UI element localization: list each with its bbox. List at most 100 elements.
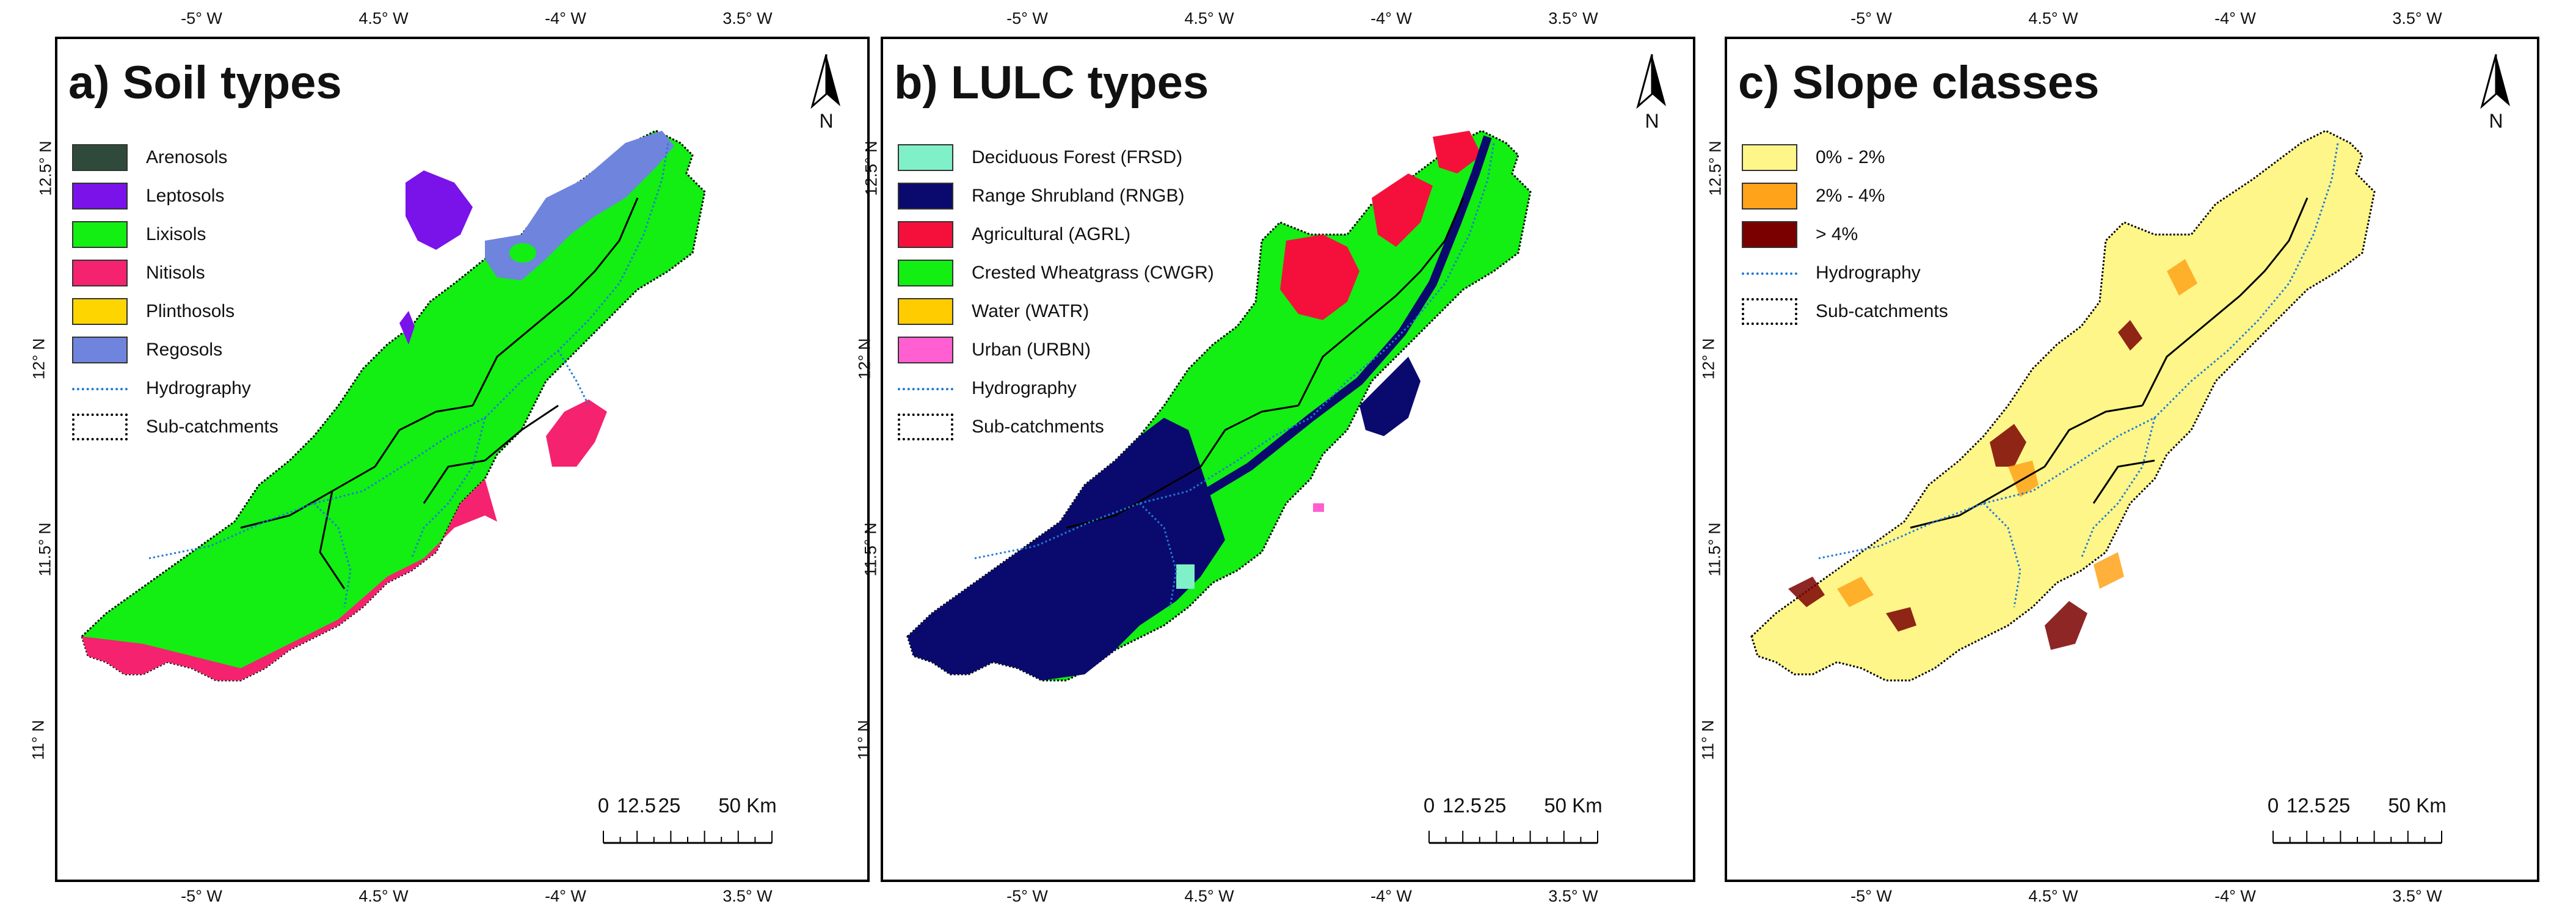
legend-swatch [72, 259, 128, 286]
lulc-map [906, 129, 1532, 682]
legend-item: 2% - 4% [1742, 177, 1948, 215]
scale-label: 0 [597, 794, 609, 817]
scale-bar: 0 12.5 25 50 Km [2265, 794, 2521, 861]
legend-swatch [72, 182, 128, 210]
legend-label: Arenosols [146, 147, 228, 167]
subcatchment-lines [1910, 197, 2309, 529]
latitude-tick-label: 11.5° N [861, 522, 880, 577]
catchment-area [1750, 129, 2376, 682]
scale-bar: 0 12.5 25 50 Km [595, 794, 851, 861]
latitude-tick-label: 11.5° N [1705, 522, 1724, 577]
longitude-tick-label: -4° W [2214, 887, 2256, 905]
legend-item: Sub-catchments [72, 407, 278, 446]
legend-item: Range Shrubland (RNGB) [898, 177, 1214, 215]
latitude-tick-label: 12° N [29, 338, 48, 380]
longitude-tick-label: -4° W [545, 887, 586, 905]
legend-item: Regosols [72, 330, 278, 369]
legend-label: Sub-catchments [1816, 301, 1948, 321]
longitude-tick-label: -5° W [181, 887, 222, 905]
longitude-tick-label: 4.5° W [2028, 887, 2078, 905]
legend-label: Leptosols [146, 185, 225, 206]
legend-item: Urban (URBN) [898, 330, 1214, 369]
legend-swatch [898, 413, 953, 440]
longitude-tick-label: -4° W [2214, 9, 2256, 27]
legend-swatch [898, 144, 953, 171]
legend-label: Nitisols [146, 262, 205, 283]
latitude-tick-label: 12.5° N [1706, 140, 1725, 196]
legend-item: Hydrography [898, 369, 1214, 407]
legend-item: 0% - 2% [1742, 138, 1948, 177]
panel-title: a) Soil types [68, 57, 342, 109]
latitude-tick-label: 11.5° N [35, 522, 54, 577]
legend-item: Lixisols [72, 215, 278, 253]
latitude-tick-label: 12.5° N [36, 140, 55, 196]
hydrography-lines [148, 142, 669, 608]
longitude-tick-label: 4.5° W [1184, 9, 1234, 27]
slope-map [1750, 129, 2376, 682]
legend-label: Lixisols [146, 224, 206, 244]
panel-slope-classes: c) Slope classes 0% - 2% 2% - 4% > 4% Hydro… [1725, 37, 2539, 882]
north-arrow-icon [810, 54, 840, 109]
longitude-tick-label: -5° W [1850, 887, 1892, 905]
river-corridor [1064, 135, 1492, 581]
legend-label: Agricultural (AGRL) [972, 224, 1131, 244]
legend-label: Sub-catchments [972, 416, 1104, 437]
legend-swatch [898, 375, 953, 402]
legend-swatch [72, 336, 128, 363]
legend-label: Crested Wheatgrass (CWGR) [972, 262, 1214, 283]
legend-swatch [898, 259, 953, 286]
legend-label: Plinthosols [146, 301, 235, 321]
legend-item: Sub-catchments [1742, 292, 1948, 330]
scale-label: 50 Km [718, 794, 777, 817]
agricultural-patch-1 [1280, 235, 1359, 320]
longitude-tick-label: 4.5° W [2028, 9, 2078, 27]
longitude-tick-label: -4° W [1370, 887, 1412, 905]
scale-ticks [2272, 831, 2442, 844]
legend-label: Range Shrubland (RNGB) [972, 185, 1185, 206]
legend-swatch [898, 221, 953, 248]
north-label: N [819, 110, 834, 132]
scale-label: 0 [2267, 794, 2279, 817]
legend-item: Agricultural (AGRL) [898, 215, 1214, 253]
longitude-tick-label: 3.5° W [722, 887, 773, 905]
legend-label: Hydrography [972, 377, 1077, 398]
legend-label: > 4% [1816, 224, 1858, 244]
legend-item: Crested Wheatgrass (CWGR) [898, 253, 1214, 292]
scale-label: 25 [2327, 794, 2351, 817]
latitude-tick-label: 11° N [29, 720, 48, 760]
legend: Arenosols Leptosols Lixisols Nitisols Plinth… [72, 138, 278, 446]
longitude-tick-label: -4° W [545, 9, 586, 27]
scale-ticks [1428, 831, 1598, 844]
legend-item: Plinthosols [72, 292, 278, 330]
hydrography-lines [1818, 142, 2339, 608]
legend-label: Urban (URBN) [972, 339, 1091, 360]
legend-swatch [1742, 182, 1797, 210]
legend-label: Sub-catchments [146, 416, 278, 437]
north-arrow-icon [2480, 54, 2510, 109]
scale-label: 0 [1423, 794, 1435, 817]
range-shrubland-east [1359, 357, 1421, 436]
legend-label: 2% - 4% [1816, 185, 1885, 206]
legend-swatch [898, 297, 953, 325]
latitude-tick-label: 11° N [854, 720, 873, 760]
panel-title: c) Slope classes [1738, 57, 2100, 109]
scale-label: 12.5 [616, 794, 657, 817]
panel-title: b) LULC types [894, 57, 1209, 109]
leptosols-patch [406, 170, 473, 250]
legend-item: Hydrography [1742, 253, 1948, 292]
longitude-tick-label: -4° W [1370, 9, 1412, 27]
north-arrow: N [2475, 51, 2517, 143]
north-arrow-icon [1636, 54, 1666, 109]
legend-swatch [1742, 260, 1797, 286]
legend-item: > 4% [1742, 215, 1948, 253]
moderate-slope-areas [1837, 259, 2197, 607]
legend-item: Leptosols [72, 177, 278, 215]
scale-label: 25 [1483, 794, 1507, 817]
longitude-tick-label: 3.5° W [2392, 887, 2442, 905]
legend-label: 0% - 2% [1816, 147, 1885, 167]
north-arrow: N [1631, 51, 1673, 143]
longitude-tick-label: -5° W [1850, 9, 1892, 27]
legend-item: Hydrography [72, 369, 278, 407]
longitude-tick-label: 4.5° W [358, 9, 409, 27]
latitude-tick-label: 12° N [1699, 338, 1718, 380]
